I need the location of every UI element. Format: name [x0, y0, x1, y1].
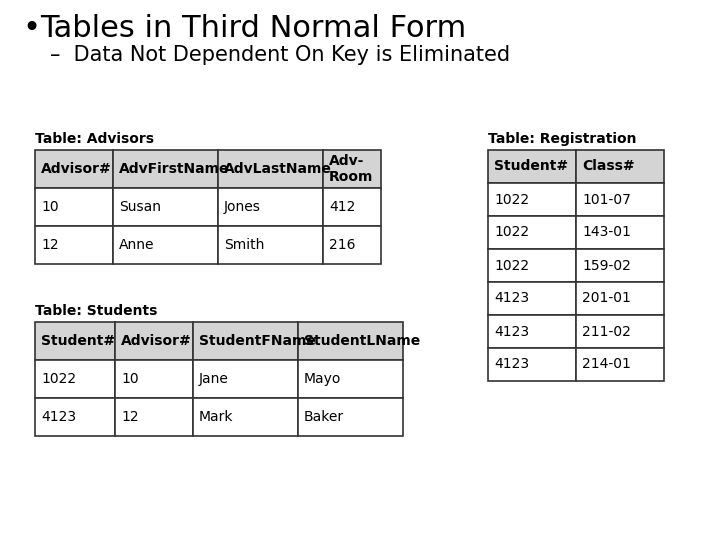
- Bar: [323, 226, 381, 264]
- Text: 412: 412: [329, 200, 356, 214]
- Text: 1022: 1022: [494, 226, 529, 240]
- Text: Table: Advisors: Table: Advisors: [35, 132, 154, 146]
- Text: 1022: 1022: [494, 192, 529, 206]
- Text: Susan: Susan: [119, 200, 161, 214]
- Bar: [576, 249, 664, 282]
- Text: 214-01: 214-01: [582, 357, 631, 372]
- Text: –  Data Not Dependent On Key is Eliminated: – Data Not Dependent On Key is Eliminate…: [50, 45, 510, 65]
- Text: Table: Registration: Table: Registration: [488, 132, 636, 146]
- Bar: [576, 150, 664, 183]
- Text: Student#: Student#: [41, 334, 115, 348]
- Bar: [323, 188, 381, 226]
- Text: 4123: 4123: [41, 410, 76, 424]
- Text: Mayo: Mayo: [304, 372, 341, 386]
- Text: 1022: 1022: [494, 259, 529, 273]
- Text: 1022: 1022: [41, 372, 76, 386]
- Text: 4123: 4123: [494, 357, 529, 372]
- Bar: [576, 315, 664, 348]
- Text: AdvFirstName: AdvFirstName: [119, 162, 230, 176]
- Bar: [193, 360, 298, 398]
- Bar: [35, 322, 115, 360]
- Bar: [35, 226, 113, 264]
- Text: Class#: Class#: [582, 159, 634, 173]
- Text: Advisor#: Advisor#: [41, 162, 112, 176]
- Bar: [488, 348, 576, 381]
- Bar: [113, 188, 218, 226]
- Bar: [323, 150, 381, 188]
- Bar: [218, 150, 323, 188]
- Text: Jane: Jane: [199, 372, 229, 386]
- Bar: [298, 360, 403, 398]
- Text: 4123: 4123: [494, 325, 529, 339]
- Text: AdvLastName: AdvLastName: [224, 162, 332, 176]
- Text: Smith: Smith: [224, 238, 264, 252]
- Bar: [35, 360, 115, 398]
- Bar: [488, 216, 576, 249]
- Bar: [488, 183, 576, 216]
- Text: 143-01: 143-01: [582, 226, 631, 240]
- Text: 10: 10: [41, 200, 58, 214]
- Bar: [576, 216, 664, 249]
- Bar: [113, 226, 218, 264]
- Text: 159-02: 159-02: [582, 259, 631, 273]
- Bar: [35, 398, 115, 436]
- Bar: [488, 282, 576, 315]
- Text: Jones: Jones: [224, 200, 261, 214]
- Bar: [576, 183, 664, 216]
- Text: Advisor#: Advisor#: [121, 334, 192, 348]
- Text: Table: Students: Table: Students: [35, 304, 158, 318]
- Bar: [488, 150, 576, 183]
- Bar: [193, 398, 298, 436]
- Text: 216: 216: [329, 238, 356, 252]
- Text: Adv-
Room: Adv- Room: [329, 154, 374, 184]
- Bar: [488, 315, 576, 348]
- Text: StudentLName: StudentLName: [304, 334, 420, 348]
- Bar: [35, 188, 113, 226]
- Text: StudentFName: StudentFName: [199, 334, 316, 348]
- Bar: [298, 322, 403, 360]
- Bar: [218, 226, 323, 264]
- Text: 10: 10: [121, 372, 139, 386]
- Text: 201-01: 201-01: [582, 292, 631, 306]
- Text: Tables in Third Normal Form: Tables in Third Normal Form: [40, 14, 467, 43]
- Text: Baker: Baker: [304, 410, 344, 424]
- Text: •: •: [22, 14, 40, 43]
- Bar: [193, 322, 298, 360]
- Text: Anne: Anne: [119, 238, 155, 252]
- Text: Student#: Student#: [494, 159, 568, 173]
- Text: 12: 12: [121, 410, 139, 424]
- Bar: [218, 188, 323, 226]
- Bar: [576, 348, 664, 381]
- Bar: [488, 249, 576, 282]
- Text: 101-07: 101-07: [582, 192, 631, 206]
- Text: 211-02: 211-02: [582, 325, 631, 339]
- Text: Mark: Mark: [199, 410, 233, 424]
- Bar: [576, 282, 664, 315]
- Text: 12: 12: [41, 238, 58, 252]
- Bar: [115, 398, 193, 436]
- Bar: [113, 150, 218, 188]
- Bar: [115, 322, 193, 360]
- Bar: [115, 360, 193, 398]
- Bar: [298, 398, 403, 436]
- Text: 4123: 4123: [494, 292, 529, 306]
- Bar: [35, 150, 113, 188]
